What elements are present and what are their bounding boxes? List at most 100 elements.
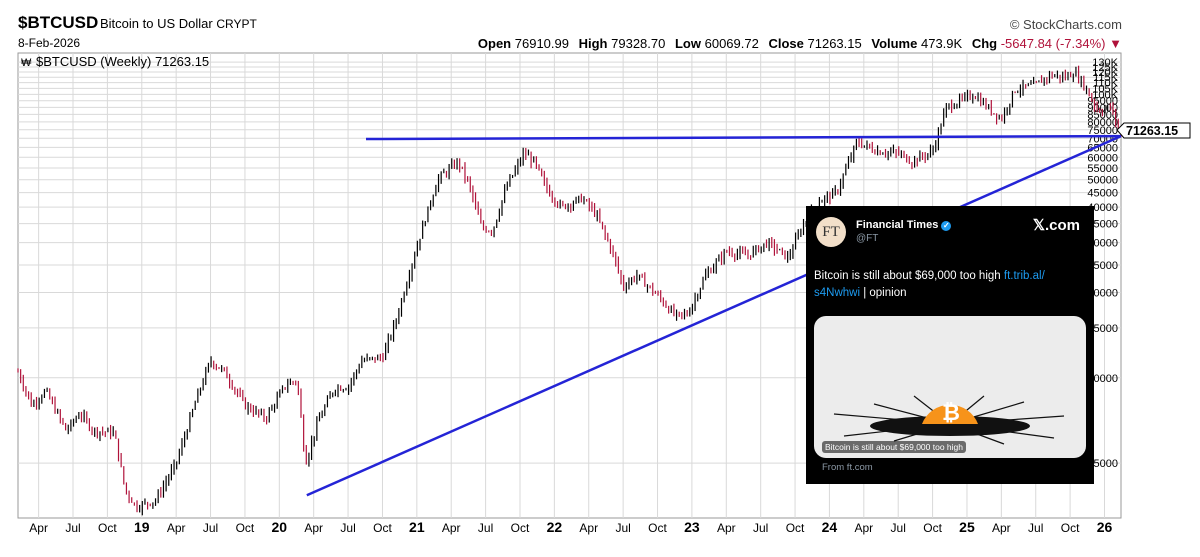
exchange-code: CRYPT (216, 17, 257, 31)
tweet-link-cont[interactable]: s4Nwhwi (814, 287, 861, 299)
stockcharts-credit[interactable]: © StockCharts.com (1009, 17, 1122, 32)
y-axis: 5000 10000 15000 20000 25000 30000 35000 40000 4… (1087, 57, 1118, 470)
trendlines (306, 134, 1122, 497)
x-tick-label: 23 (684, 519, 700, 535)
x-tick-label: Jul (340, 521, 355, 535)
y-tick-label: 55000 (1087, 163, 1118, 175)
open-label: Open (477, 36, 512, 51)
ohlc-summary: Open 76910.99 High 79328.70 Low 60069.72… (472, 36, 1122, 51)
y-tick-label: 10000 (1087, 373, 1118, 385)
close-label: Close (768, 36, 804, 51)
y-tick-label: 100K (1092, 89, 1118, 101)
y-tick-label: 25000 (1087, 260, 1118, 272)
x-tick-label: Apr (854, 521, 873, 535)
bitcoin-coin-icon (922, 404, 978, 424)
bitcoin-symbol-icon: ₿ (942, 400, 960, 425)
x-tick-label: 21 (409, 519, 425, 535)
x-tick-label: Oct (236, 521, 255, 535)
x-tick-label: Oct (1061, 521, 1080, 535)
x-tick-label: Jul (478, 521, 493, 535)
legend-icon: ₩ (21, 57, 32, 69)
high-label: High (578, 36, 608, 51)
x-tick-label: Jul (753, 521, 768, 535)
tweet-handle[interactable]: @FT (856, 233, 879, 244)
x-tick-label: Oct (373, 521, 392, 535)
x-tick-label: 26 (1097, 519, 1113, 535)
x-tick-label: Jul (65, 521, 80, 535)
tweet-author-name[interactable]: Financial Times (856, 219, 939, 231)
verified-badge-icon: ✓ (941, 221, 952, 231)
tweet-body: Bitcoin is still about $69,000 too high (814, 270, 1004, 282)
x-tick-label: Oct (648, 521, 667, 535)
y-tick-label: 40000 (1087, 202, 1118, 214)
y-tick-label: 65000 (1087, 142, 1118, 154)
x-tick-label: Apr (442, 521, 461, 535)
open-value: 76910.99 (514, 36, 569, 51)
card-caption: Bitcoin is still about $69,000 too high (822, 441, 966, 453)
x-tick-label: Oct (786, 521, 805, 535)
y-tick-label: 75000 (1087, 125, 1118, 137)
chart-date: 8-Feb-2026 (18, 36, 81, 50)
x-tick-label: Apr (304, 521, 323, 535)
close-value: 71263.15 (807, 36, 862, 51)
chg-label: Chg (971, 36, 998, 51)
x-tick-label: Apr (992, 521, 1011, 535)
ft-avatar[interactable]: FT (816, 217, 846, 247)
volume-label: Volume (871, 36, 918, 51)
last-price-box: 71263.15 (1116, 122, 1191, 139)
x-tick-label: 22 (547, 519, 563, 535)
y-tick-label: 50000 (1087, 175, 1118, 187)
x-logo-icon[interactable]: 𝕏.com (1032, 217, 1080, 234)
embedded-tweet[interactable]: FT Financial Times ✓ @FT 𝕏.com Bitcoin is… (806, 206, 1094, 484)
card-illustration: ₿ (833, 395, 1065, 445)
volume-value: 473.9K (920, 36, 963, 51)
x-tick-label: Jul (203, 521, 218, 535)
tweet-link[interactable]: ft.trib.al/ (1003, 270, 1045, 282)
symbol-title: $BTCUSD (18, 13, 99, 32)
y-tick-label: 45000 (1087, 188, 1118, 200)
y-tick-label: 120K (1092, 67, 1118, 79)
last-price-label: 71263.15 (1126, 124, 1178, 138)
ohlc-bars (17, 65, 1122, 516)
tweet-text: Bitcoin is still about $69,000 too high … (814, 268, 1084, 302)
card-source[interactable]: From ft.com (822, 462, 873, 473)
x-tick-label: Apr (29, 521, 48, 535)
y-tick-label: 125K (1092, 62, 1118, 74)
link-card[interactable]: ₿ Bitcoin is still about $69,000 too hig… (814, 316, 1086, 458)
instrument-name: Bitcoin to US Dollar CRYPT (100, 16, 257, 31)
y-tick-label: 35000 (1087, 219, 1118, 231)
x-tick-label: Oct (511, 521, 530, 535)
y-tick-label: 15000 (1087, 323, 1118, 335)
x-tick-label: 19 (134, 519, 150, 535)
legend-text: $BTCUSD (Weekly) 71263.15 (36, 54, 209, 69)
y-tick-label: 20000 (1087, 287, 1118, 299)
low-label: Low (674, 36, 701, 51)
trendline (306, 134, 1122, 497)
x-tick-label: 25 (959, 519, 975, 535)
x-tick-label: Apr (717, 521, 736, 535)
x-tick-label: Jul (891, 521, 906, 535)
last-price-pointer (1116, 122, 1191, 139)
x-tick-label: Oct (923, 521, 942, 535)
y-tick-label: 115K (1093, 72, 1119, 84)
y-tick-label: 105K (1092, 83, 1118, 95)
chg-value: -5647.84 (-7.34%) (1000, 36, 1106, 51)
y-tick-label: 110K (1093, 78, 1119, 90)
crater-shadow (870, 416, 1030, 436)
high-value: 79328.70 (611, 36, 666, 51)
x-tick-label: 24 (822, 519, 838, 535)
tweet-author[interactable]: Financial Times ✓ (856, 219, 952, 231)
x-tick-label: Jul (615, 521, 630, 535)
tweet-tail: | opinion (860, 287, 907, 299)
y-tick-label: 5000 (1094, 458, 1118, 470)
y-tick-label: 60000 (1087, 152, 1118, 164)
x-tick-label: 20 (272, 519, 288, 535)
x-tick-label: Apr (579, 521, 598, 535)
trendline (365, 134, 1122, 141)
low-value: 60069.72 (704, 36, 759, 51)
y-tick-label: 80000 (1087, 117, 1118, 129)
x-tick-label: Apr (167, 521, 186, 535)
x-axis: Apr Jul Oct 19 Apr Jul Oct 20 Apr Jul Oct 21 Apr Jul O… (29, 519, 1112, 535)
x-tick-label: Oct (98, 521, 117, 535)
